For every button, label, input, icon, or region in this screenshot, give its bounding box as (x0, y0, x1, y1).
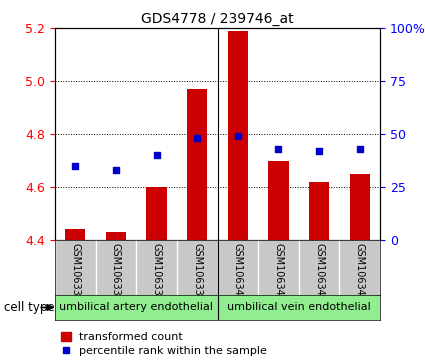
Text: GSM1063405: GSM1063405 (233, 243, 243, 308)
Point (194, 135, 201, 141)
Text: GSM1063398: GSM1063398 (152, 243, 162, 308)
Bar (228, 30, 248, 240)
Point (113, 167, 119, 173)
Text: cell type: cell type (4, 301, 55, 314)
Text: GSM1063397: GSM1063397 (111, 243, 121, 308)
Point (356, 146, 363, 152)
Text: GSM1063407: GSM1063407 (314, 243, 324, 308)
Point (235, 133, 241, 139)
Text: GSM1063408: GSM1063408 (355, 243, 365, 308)
Point (72, 163, 79, 169)
Text: umbilical artery endothelial: umbilical artery endothelial (59, 302, 213, 313)
Point (275, 146, 282, 152)
Bar (309, 182, 329, 240)
Point (153, 152, 160, 158)
Text: GSM1063396: GSM1063396 (70, 243, 80, 308)
Text: GSM1063406: GSM1063406 (273, 243, 283, 308)
Bar (268, 160, 289, 240)
Text: GSM1063399: GSM1063399 (192, 243, 202, 308)
Bar (65, 229, 85, 240)
Legend: transformed count, percentile rank within the sample: transformed count, percentile rank withi… (60, 332, 267, 356)
Bar (349, 174, 370, 240)
Title: GDS4778 / 239746_at: GDS4778 / 239746_at (141, 12, 294, 25)
Bar (187, 89, 207, 240)
Text: umbilical vein endothelial: umbilical vein endothelial (227, 302, 371, 313)
Bar (106, 232, 126, 240)
Bar (146, 187, 167, 240)
Point (316, 148, 323, 154)
